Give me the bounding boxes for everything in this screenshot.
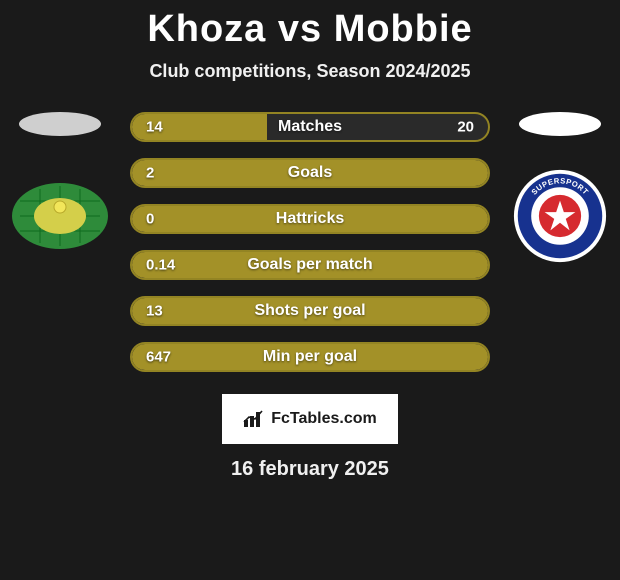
left-marker: [19, 112, 101, 136]
brand-badge[interactable]: FcTables.com: [222, 394, 398, 444]
stat-label: Goals per match: [247, 256, 372, 274]
left-team-col: [10, 112, 110, 258]
stat-label: Shots per goal: [254, 302, 365, 320]
stat-left-value: 0.14: [146, 257, 175, 274]
page-title: Khoza vs Mobbie: [0, 8, 620, 51]
right-crest: SUPERSPORT UNITED FC: [510, 174, 610, 258]
stat-label: Min per goal: [263, 348, 357, 366]
left-crest: [10, 174, 110, 258]
stat-row: 647 Min per goal: [130, 342, 490, 372]
stat-left-value: 2: [146, 165, 154, 182]
comparison-row: 14 Matches 20 2 Goals 0 Hattricks 0.14 Goals per…: [0, 112, 620, 388]
stat-row: 0 Hattricks: [130, 204, 490, 234]
stat-left-value: 0: [146, 211, 154, 228]
stat-left-value: 14: [146, 119, 163, 136]
stat-row: 0.14 Goals per match: [130, 250, 490, 280]
stat-bars: 14 Matches 20 2 Goals 0 Hattricks 0.14 Goals per…: [130, 112, 490, 388]
supersport-icon: SUPERSPORT UNITED FC: [512, 168, 608, 264]
stat-row: 13 Shots per goal: [130, 296, 490, 326]
stat-left-value: 13: [146, 303, 163, 320]
root: Khoza vs Mobbie Club competitions, Seaso…: [0, 0, 620, 481]
snapshot-date: 16 february 2025: [0, 458, 620, 481]
stat-right-value: 20: [457, 119, 474, 136]
brand-icon: [243, 410, 265, 428]
stat-row: 2 Goals: [130, 158, 490, 188]
stat-row: 14 Matches 20: [130, 112, 490, 142]
stat-left-value: 647: [146, 349, 171, 366]
right-marker: [519, 112, 601, 136]
page-subtitle: Club competitions, Season 2024/2025: [0, 61, 620, 82]
sundowns-icon: [10, 181, 110, 251]
stat-label: Hattricks: [276, 210, 344, 228]
stat-label: Goals: [288, 164, 332, 182]
stat-label: Matches: [278, 118, 342, 136]
right-team-col: SUPERSPORT UNITED FC: [510, 112, 610, 258]
brand-text: FcTables.com: [271, 410, 377, 428]
